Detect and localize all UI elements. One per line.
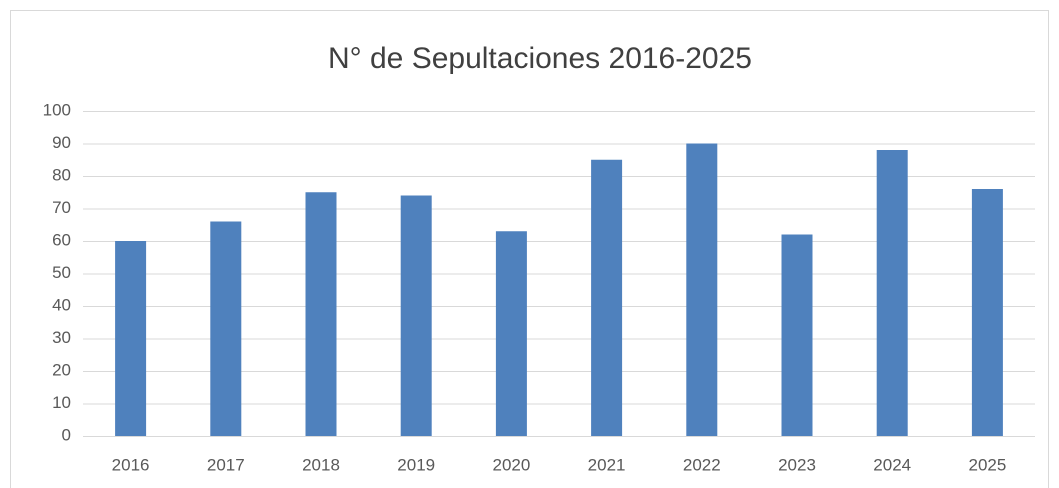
y-tick-label: 30 — [52, 328, 71, 347]
y-tick-label: 90 — [52, 133, 71, 152]
x-tick-label: 2017 — [207, 455, 245, 474]
bar — [305, 192, 337, 436]
bar — [876, 150, 908, 436]
chart-title: N° de Sepultaciones 2016-2025 — [328, 42, 752, 75]
bar — [591, 159, 623, 436]
y-tick-label: 20 — [52, 360, 71, 379]
y-tick-label: 100 — [43, 100, 71, 119]
bar — [400, 195, 432, 436]
chart-border — [10, 10, 1049, 488]
y-tick-label: 40 — [52, 295, 71, 314]
bar — [210, 221, 242, 436]
bar — [115, 241, 147, 436]
x-tick-label: 2016 — [112, 455, 150, 474]
y-tick-label: 10 — [52, 393, 71, 412]
y-tick-label: 80 — [52, 165, 71, 184]
bar — [495, 231, 527, 436]
x-tick-label: 2024 — [873, 455, 911, 474]
bar — [686, 143, 718, 436]
x-tick-label: 2018 — [302, 455, 340, 474]
bar — [781, 234, 813, 436]
x-tick-label: 2025 — [968, 455, 1006, 474]
x-tick-label: 2021 — [588, 455, 626, 474]
x-tick-label: 2023 — [778, 455, 816, 474]
y-tick-label: 70 — [52, 198, 71, 217]
y-tick-label: 60 — [52, 230, 71, 249]
y-tick-label: 50 — [52, 263, 71, 282]
y-tick-label: 0 — [62, 425, 71, 444]
x-tick-label: 2020 — [492, 455, 530, 474]
x-tick-label: 2019 — [397, 455, 435, 474]
x-tick-label: 2022 — [683, 455, 721, 474]
bar — [971, 189, 1003, 436]
